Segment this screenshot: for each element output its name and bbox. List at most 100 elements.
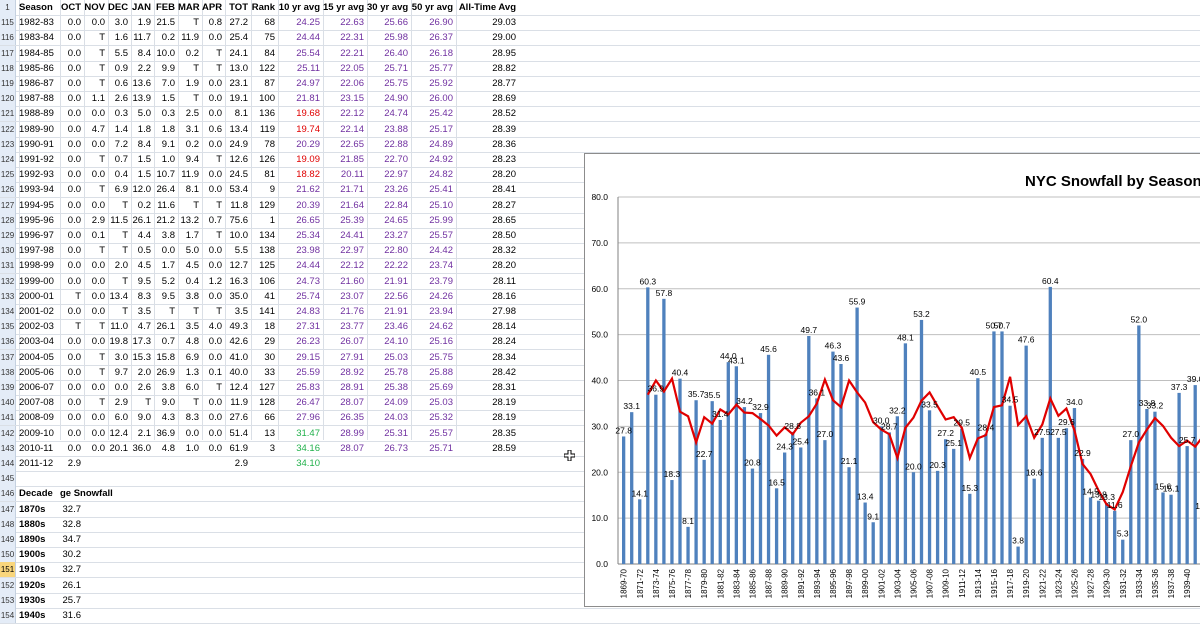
cell-oct[interactable]: 0.0 bbox=[67, 32, 81, 44]
cell-a30[interactable]: 24.10 bbox=[384, 336, 408, 348]
cell-jan[interactable]: 4.5 bbox=[137, 260, 151, 272]
decade-header[interactable]: ge Snowfall bbox=[60, 488, 113, 500]
cell-mar[interactable]: 9.4 bbox=[185, 154, 199, 165]
cell-season[interactable]: 2001-02 bbox=[19, 306, 54, 317]
cell-mar[interactable]: 11.9 bbox=[181, 169, 199, 181]
cell-a50[interactable]: 25.57 bbox=[429, 230, 453, 241]
cell-mar[interactable]: 0.4 bbox=[185, 275, 199, 287]
cell-rank[interactable]: 29 bbox=[264, 336, 275, 348]
cell-all[interactable]: 28.11 bbox=[492, 275, 516, 287]
cell-oct[interactable]: 0.0 bbox=[67, 260, 81, 272]
cell-feb[interactable]: T bbox=[169, 306, 175, 317]
cell-a15[interactable]: 28.07 bbox=[340, 442, 364, 454]
cell-a50[interactable]: 24.62 bbox=[429, 321, 453, 333]
cell-dec[interactable]: 0.7 bbox=[114, 154, 128, 165]
cell-rank[interactable]: 78 bbox=[264, 138, 275, 150]
cell-rank[interactable]: 9 bbox=[269, 184, 275, 196]
cell-dec[interactable]: 0.3 bbox=[114, 108, 128, 120]
cell-season[interactable]: 1988-89 bbox=[19, 108, 54, 120]
cell-feb[interactable]: 21.5 bbox=[156, 17, 176, 29]
cell-all[interactable]: 28.16 bbox=[492, 290, 516, 302]
row-number[interactable]: 116 bbox=[0, 30, 16, 46]
row-number[interactable]: 150 bbox=[0, 547, 16, 563]
cell-tot[interactable]: 51.4 bbox=[229, 427, 249, 439]
cell-apr[interactable]: 0.0 bbox=[208, 336, 222, 348]
cell-a50[interactable]: 25.71 bbox=[429, 442, 453, 454]
decade-value[interactable]: 32.8 bbox=[62, 518, 82, 530]
cell-mar[interactable]: 0.2 bbox=[185, 138, 199, 150]
cell-tot[interactable]: 35.0 bbox=[229, 290, 249, 302]
cell-dec[interactable]: 2.0 bbox=[114, 260, 128, 272]
cell-all[interactable]: 29.03 bbox=[492, 17, 516, 29]
cell-tot[interactable]: 24.9 bbox=[229, 138, 249, 150]
cell-apr[interactable]: 4.0 bbox=[208, 321, 222, 333]
cell-a30[interactable]: 25.03 bbox=[384, 351, 408, 363]
cell-feb[interactable]: 10.0 bbox=[156, 47, 176, 59]
cell-rank[interactable]: 125 bbox=[259, 260, 275, 272]
cell-a30[interactable]: 25.78 bbox=[384, 366, 408, 378]
cell-all[interactable]: 27.98 bbox=[492, 306, 516, 317]
row-number[interactable]: 134 bbox=[0, 304, 16, 319]
cell-dec[interactable]: T bbox=[122, 199, 128, 211]
cell-all[interactable]: 28.59 bbox=[492, 442, 516, 454]
cell-a50[interactable] bbox=[411, 456, 453, 471]
cell-a15[interactable]: 22.63 bbox=[340, 17, 364, 29]
cell-season[interactable]: 2010-11 bbox=[19, 442, 54, 454]
cell-nov[interactable]: 0.0 bbox=[91, 427, 105, 439]
cell-dec[interactable]: 7.2 bbox=[114, 138, 128, 150]
cell-a30[interactable]: 25.71 bbox=[384, 62, 408, 74]
cell-oct[interactable]: 0.0 bbox=[67, 199, 81, 211]
cell-jan[interactable]: 2.1 bbox=[137, 427, 151, 439]
cell-nov[interactable]: T bbox=[99, 397, 105, 409]
cell-a15[interactable]: 23.77 bbox=[340, 321, 364, 333]
cell-a10[interactable]: 26.47 bbox=[296, 397, 320, 409]
cell-dec[interactable]: 2.6 bbox=[114, 93, 128, 105]
cell-jan[interactable]: 3.5 bbox=[137, 306, 151, 317]
cell-oct[interactable]: 0.0 bbox=[67, 442, 81, 454]
cell-mar[interactable]: T bbox=[193, 397, 199, 409]
cell-a10[interactable]: 25.74 bbox=[296, 290, 320, 302]
cell-mar[interactable]: 1.7 bbox=[185, 230, 199, 241]
cell-oct[interactable]: 0.0 bbox=[67, 47, 81, 59]
cell-mar[interactable]: 4.5 bbox=[185, 260, 199, 272]
cell-oct[interactable]: 0.0 bbox=[67, 184, 81, 196]
cell-all[interactable]: 28.31 bbox=[492, 382, 516, 393]
cell-a50[interactable]: 23.94 bbox=[429, 306, 453, 317]
cell-dec[interactable] bbox=[108, 456, 128, 471]
decade-label[interactable]: 1900s bbox=[19, 549, 46, 561]
cell-nov[interactable]: 0.0 bbox=[91, 275, 105, 287]
cell-oct[interactable]: 0.0 bbox=[67, 336, 81, 348]
cell-all[interactable]: 28.35 bbox=[492, 427, 516, 439]
cell-a50[interactable]: 25.57 bbox=[429, 427, 453, 439]
cell-season[interactable]: 2007-08 bbox=[19, 397, 54, 409]
cell-a15[interactable]: 20.11 bbox=[340, 169, 364, 181]
cell-feb[interactable]: 3.8 bbox=[161, 382, 175, 393]
cell-a30[interactable]: 25.98 bbox=[384, 32, 408, 44]
cell-nov[interactable]: 0.0 bbox=[91, 306, 105, 317]
cell-rank[interactable]: 81 bbox=[264, 169, 275, 181]
cell-feb[interactable]: 36.9 bbox=[156, 427, 176, 439]
decade-label[interactable]: 1920s bbox=[19, 579, 46, 591]
cell-season[interactable]: 1992-93 bbox=[19, 169, 54, 181]
cell-dec[interactable]: T bbox=[122, 245, 128, 257]
cell-season[interactable]: 2000-01 bbox=[19, 290, 54, 302]
cell-rank[interactable]: 30 bbox=[264, 351, 275, 363]
cell-dec[interactable]: 13.4 bbox=[109, 290, 129, 302]
cell-season[interactable]: 1995-96 bbox=[19, 214, 54, 226]
cell-a15[interactable]: 22.12 bbox=[340, 260, 364, 272]
cell-a10[interactable]: 34.16 bbox=[296, 442, 320, 454]
cell-mar[interactable]: 5.0 bbox=[185, 245, 199, 257]
row-number[interactable]: 154 bbox=[0, 608, 16, 623]
cell-mar[interactable]: 3.8 bbox=[185, 290, 199, 302]
cell-jan[interactable]: 2.2 bbox=[137, 62, 151, 74]
cell-feb[interactable]: 9.1 bbox=[161, 138, 175, 150]
cell-rank[interactable]: 129 bbox=[259, 199, 275, 211]
cell-rank[interactable]: 138 bbox=[259, 245, 275, 257]
cell-tot[interactable]: 11.9 bbox=[230, 397, 248, 409]
cell-rank[interactable]: 18 bbox=[264, 321, 275, 333]
row-number[interactable]: 117 bbox=[0, 45, 16, 61]
cell-tot[interactable]: 2.9 bbox=[234, 458, 248, 469]
cell-apr[interactable]: T bbox=[216, 382, 222, 393]
cell-apr[interactable]: 0.0 bbox=[208, 397, 222, 409]
